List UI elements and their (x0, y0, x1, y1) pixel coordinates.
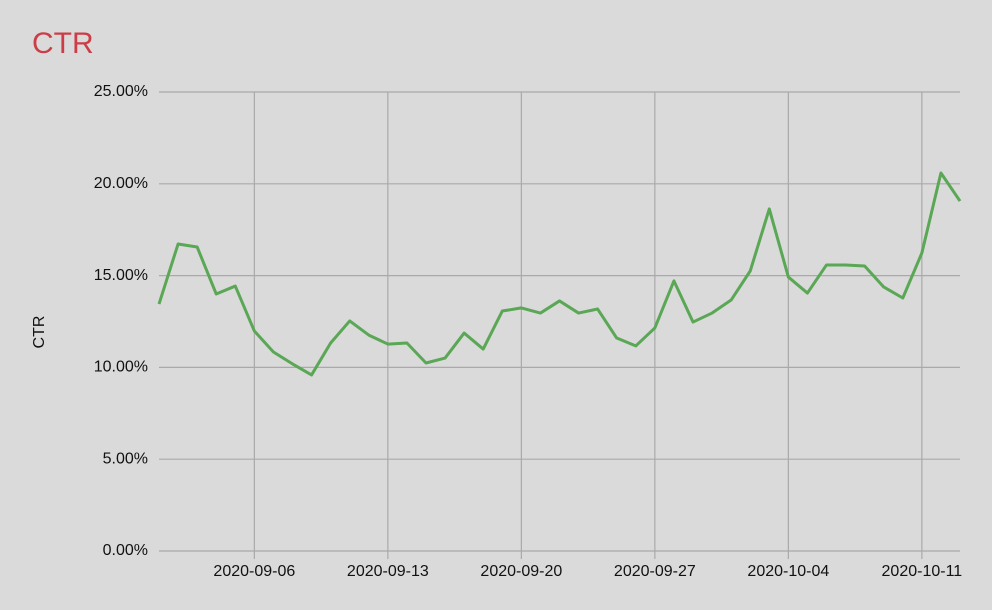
x-tick-label: 2020-09-20 (480, 563, 562, 580)
y-tick-label: 15.00% (94, 267, 148, 284)
x-tick-label: 2020-10-04 (747, 563, 829, 580)
y-tick-label: 0.00% (103, 542, 148, 559)
x-tick-label: 2020-09-13 (347, 563, 429, 580)
y-tick-label: 25.00% (94, 83, 148, 100)
chart-title: CTR (32, 27, 94, 60)
x-tick-label: 2020-09-27 (614, 563, 696, 580)
y-tick-label: 5.00% (103, 450, 148, 467)
x-tick-label: 2020-09-06 (213, 563, 295, 580)
y-axis-label: CTR (31, 316, 48, 349)
y-tick-label: 20.00% (94, 175, 148, 192)
data-line (157, 171, 962, 377)
x-tick-label: 2020-10-11 (882, 563, 963, 580)
y-tick-label: 10.00% (94, 359, 148, 376)
